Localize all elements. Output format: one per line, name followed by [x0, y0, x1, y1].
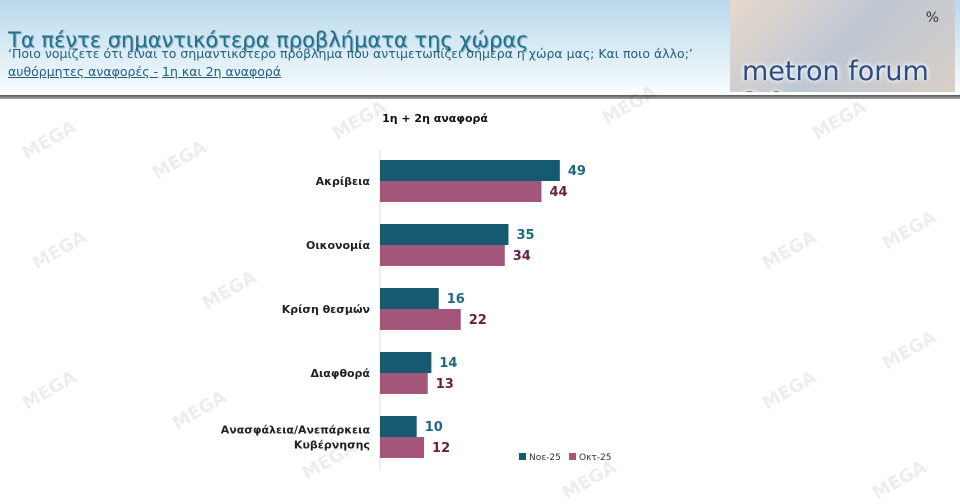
- data-label: 34: [513, 249, 531, 264]
- bar-Οκτ-25: [380, 181, 542, 202]
- survey-question: ‘Ποιο νομίζετε ότι είναι το σημαντικότερ…: [8, 46, 693, 61]
- data-label: 12: [432, 441, 450, 456]
- data-label: 35: [516, 228, 534, 243]
- bar-Νοε-25: [380, 416, 417, 437]
- bar-Οκτ-25: [380, 373, 428, 394]
- bar-Νοε-25: [380, 352, 432, 373]
- header-divider: [0, 95, 960, 99]
- bar-Νοε-25: [380, 160, 560, 181]
- data-label: 13: [436, 377, 454, 392]
- bar-Οκτ-25: [380, 309, 461, 330]
- category-label: Διαφθορά: [310, 367, 370, 380]
- bar-Νοε-25: [380, 224, 509, 245]
- survey-note: αυθόρμητες αναφορές - 1η και 2η αναφορά: [8, 64, 281, 79]
- percent-icon: %: [925, 10, 939, 26]
- category-label: Κυβέρνησης: [294, 439, 370, 452]
- data-label: 44: [549, 185, 567, 200]
- data-label: 14: [439, 356, 457, 371]
- logo-text: metron forum 2.0: [742, 56, 929, 92]
- metron-forum-logo: % metron forum 2.0: [730, 0, 955, 92]
- data-label: 16: [447, 292, 465, 307]
- chart-title: 1η + 2η αναφορά: [382, 112, 488, 125]
- note-mentions: 1η και 2η αναφορά: [162, 64, 282, 79]
- category-label: Κρίση θεσμών: [282, 303, 370, 316]
- category-label: Ακρίβεια: [316, 175, 371, 188]
- bar-Οκτ-25: [380, 437, 425, 458]
- legend-label: Οκτ-25: [579, 453, 612, 463]
- data-label: 10: [425, 420, 443, 435]
- data-label: 49: [568, 164, 586, 179]
- legend-label: Νοε-25: [529, 453, 561, 463]
- category-label: Ανασφάλεια/Ανεπάρκεια: [221, 424, 371, 437]
- legend-swatch: [569, 453, 576, 460]
- category-label: Οικονομία: [306, 239, 370, 252]
- legend-swatch: [519, 453, 526, 460]
- bar-Οκτ-25: [380, 245, 505, 266]
- note-spontaneous: αυθόρμητες αναφορές -: [8, 64, 159, 79]
- bar-Νοε-25: [380, 288, 439, 309]
- data-label: 22: [469, 313, 487, 328]
- page-title: Τα πέντε σημαντικότερα προβλήματα της χώ…: [8, 28, 529, 52]
